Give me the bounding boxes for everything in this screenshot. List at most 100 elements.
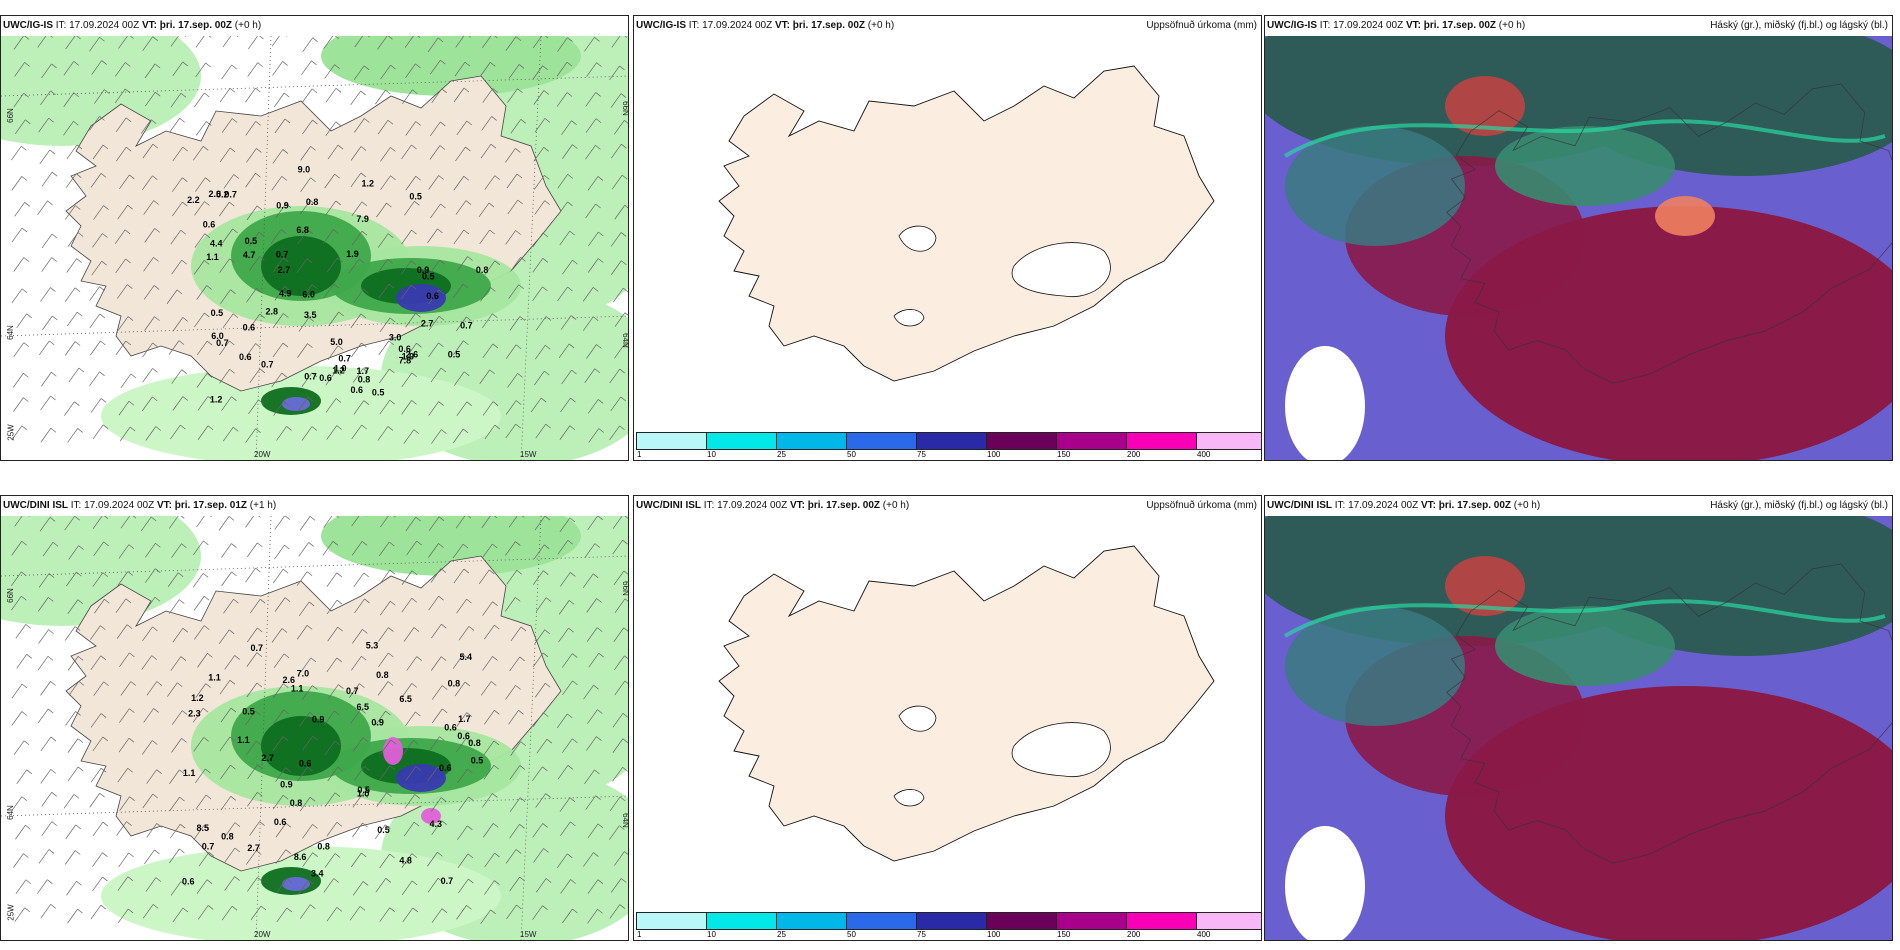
- wind-barb: [273, 257, 289, 272]
- wind-barb: [192, 146, 209, 161]
- precip-value-label: 0.8: [306, 197, 319, 207]
- wind-barb: [354, 598, 370, 614]
- precip-value-label: 2.3: [188, 708, 201, 718]
- wind-barb: [38, 573, 55, 588]
- wind-barb: [585, 145, 601, 160]
- wind-barb: [584, 543, 601, 558]
- wind-barb: [249, 368, 266, 384]
- wind-barb: [456, 905, 472, 920]
- wind-barb: [144, 63, 161, 79]
- map-panel-3: UWC/IG-IS IT: 17.09.2024 00Z VT: þri. 17…: [1264, 15, 1893, 461]
- precip-value-label: 0.8: [448, 679, 461, 689]
- wind-barb: [115, 117, 132, 133]
- wind-barb: [612, 738, 628, 753]
- wind-barb: [40, 395, 56, 411]
- wind-barb: [142, 793, 158, 809]
- colorbar-tick-label: 50: [847, 930, 856, 939]
- wind-barb: [219, 340, 235, 356]
- wind-barb: [120, 516, 137, 529]
- precip-value-label: 0.5: [377, 825, 390, 835]
- wind-barb: [300, 146, 316, 161]
- wind-barb: [353, 572, 369, 588]
- precip-value-label: 1.9: [346, 249, 359, 259]
- wind-barb: [582, 573, 599, 589]
- wind-barb: [117, 571, 134, 586]
- axis-label: 66N: [620, 101, 629, 116]
- wind-barb: [41, 233, 58, 249]
- wind-barb: [169, 796, 185, 812]
- wind-barb: [378, 652, 394, 668]
- wind-barb: [142, 175, 158, 190]
- wind-barb: [248, 399, 264, 415]
- wind-barb: [609, 368, 625, 384]
- wind-barb: [351, 424, 367, 440]
- wind-barb: [588, 231, 604, 247]
- wind-barb: [401, 372, 418, 388]
- wind-barb: [506, 904, 522, 920]
- wind-barb: [63, 121, 79, 136]
- precip-area: [1, 36, 201, 146]
- iceland-outline: [1446, 83, 1892, 384]
- wind-barb: [115, 146, 132, 162]
- wind-barb: [89, 792, 105, 808]
- wind-barb: [223, 599, 239, 614]
- wind-barb: [115, 62, 131, 77]
- wind-barb: [171, 543, 187, 558]
- latitude-gridline: [1, 795, 628, 817]
- wind-barb: [299, 516, 316, 531]
- colorbar-swatch: [637, 913, 707, 929]
- cloud-cover-map: [1265, 36, 1892, 460]
- wind-barb: [402, 907, 419, 923]
- model-name: UWC/IG-IS: [636, 20, 686, 31]
- wind-barb: [220, 796, 237, 811]
- axis-label: 15W: [520, 450, 537, 459]
- wind-barb: [457, 853, 474, 869]
- precip-value-label: 7.8: [399, 355, 412, 365]
- wind-barb: [401, 853, 418, 868]
- axis-label: 25W: [6, 904, 16, 921]
- wind-barb: [273, 653, 290, 669]
- wind-barb: [172, 201, 188, 217]
- wind-barb: [11, 176, 27, 191]
- wind-barb: [40, 90, 56, 106]
- wind-barb: [405, 63, 421, 79]
- wind-barb: [326, 599, 343, 615]
- wind-barb: [67, 232, 84, 247]
- wind-barb: [508, 710, 524, 725]
- wind-barb: [405, 312, 421, 328]
- wind-barb: [612, 766, 628, 782]
- wind-barb: [298, 879, 314, 895]
- wind-barb: [119, 708, 135, 723]
- panel-title: UWC/DINI ISL IT: 17.09.2024 00Z VT: þri.…: [1267, 496, 1540, 516]
- precip-value-label: 0.6: [426, 291, 439, 301]
- wind-barb: [146, 681, 163, 696]
- wind-barb: [556, 853, 573, 868]
- glacier-outline: [1011, 242, 1111, 298]
- wind-barb: [613, 570, 628, 586]
- wind-barb: [92, 516, 109, 529]
- wind-barb: [455, 146, 471, 162]
- panel-field-title: Háský (gr.), miðský (fj.bl.) og lágský (…: [1710, 500, 1888, 511]
- map-panel-6: UWC/DINI ISL IT: 17.09.2024 00Z VT: þri.…: [1264, 495, 1893, 941]
- wind-barb: [458, 626, 475, 641]
- init-time: IT: 17.09.2024 00Z: [1319, 20, 1404, 31]
- wind-barb: [195, 768, 211, 784]
- wind-barb: [245, 740, 262, 756]
- wind-barb: [198, 852, 215, 867]
- map-panel-4: UWC/DINI ISL IT: 17.09.2024 00Z VT: þri.…: [0, 495, 629, 941]
- wind-barb: [350, 172, 367, 188]
- wind-barb: [274, 118, 291, 134]
- wind-barb: [559, 425, 576, 440]
- wind-barb: [350, 709, 366, 724]
- wind-barb: [143, 285, 160, 300]
- wind-barb: [614, 204, 628, 220]
- wind-barb: [379, 569, 396, 585]
- wind-barb: [481, 36, 498, 49]
- precip-value-label: 6.8: [296, 225, 309, 235]
- precip-value-label: 0.8: [376, 670, 389, 680]
- precip-value-label: 2.7: [278, 265, 291, 275]
- wind-barb: [431, 623, 447, 639]
- wind-barb: [612, 713, 628, 728]
- wind-barb: [535, 423, 551, 439]
- wind-barb: [327, 626, 343, 642]
